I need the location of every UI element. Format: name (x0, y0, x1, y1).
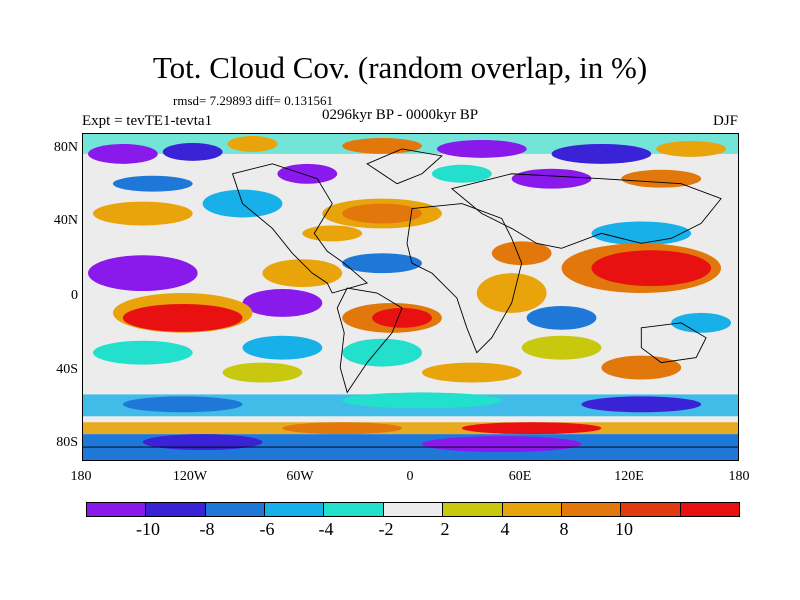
colorbar-segment (561, 503, 622, 516)
colorbar-segment (621, 503, 681, 516)
colorbar-segment (680, 503, 739, 516)
lon-tick-60e: 60E (508, 469, 532, 484)
lat-tick-40s: 40S (56, 362, 78, 377)
colorbar (86, 502, 740, 517)
colorbar-label: -2 (378, 519, 394, 539)
colorbar-segment (443, 503, 503, 516)
lat-tick-80n: 80N (53, 140, 78, 155)
anomaly-fields (83, 134, 738, 460)
colorbar-segment (205, 503, 266, 516)
colorbar-segment (383, 503, 444, 516)
season-label: DJF (712, 113, 738, 129)
plot-title: Tot. Cloud Cov. (random overlap, in %) (152, 50, 648, 85)
coastlines (83, 148, 738, 448)
colorbar-label: -10 (136, 519, 160, 539)
colorbar-label: -8 (199, 519, 215, 539)
stats-label: rmsd= 7.29893 diff= 0.131561 (173, 93, 333, 108)
lon-tick-180w: 180 (70, 469, 92, 484)
colorbar-segment (265, 503, 325, 516)
lat-tick-80s: 80S (56, 435, 78, 450)
anomaly-map (82, 133, 739, 461)
period-label: 0296kyr BP - 0000kyr BP (322, 107, 479, 123)
colorbar-segment (87, 503, 147, 516)
lat-tick-0: 0 (71, 288, 78, 303)
colorbar-segment (502, 503, 562, 516)
colorbar-label: 2 (440, 519, 450, 539)
map-canvas (83, 134, 738, 460)
colorbar-label: 4 (500, 519, 510, 539)
lon-tick-120e: 120E (614, 469, 644, 484)
lon-tick-120w: 120W (172, 469, 208, 484)
colorbar-label: -4 (318, 519, 334, 539)
lon-tick-60w: 60W (286, 469, 314, 484)
colorbar-label: 10 (615, 519, 633, 539)
lat-tick-40n: 40N (53, 213, 78, 228)
lon-tick-180e: 180 (728, 469, 750, 484)
lon-tick-0: 0 (406, 469, 414, 484)
colorbar-label: -6 (259, 519, 275, 539)
experiment-label: Expt = tevTE1-tevta1 (82, 113, 213, 129)
colorbar-segment (324, 503, 384, 516)
colorbar-segment (146, 503, 206, 516)
colorbar-label: 8 (559, 519, 569, 539)
